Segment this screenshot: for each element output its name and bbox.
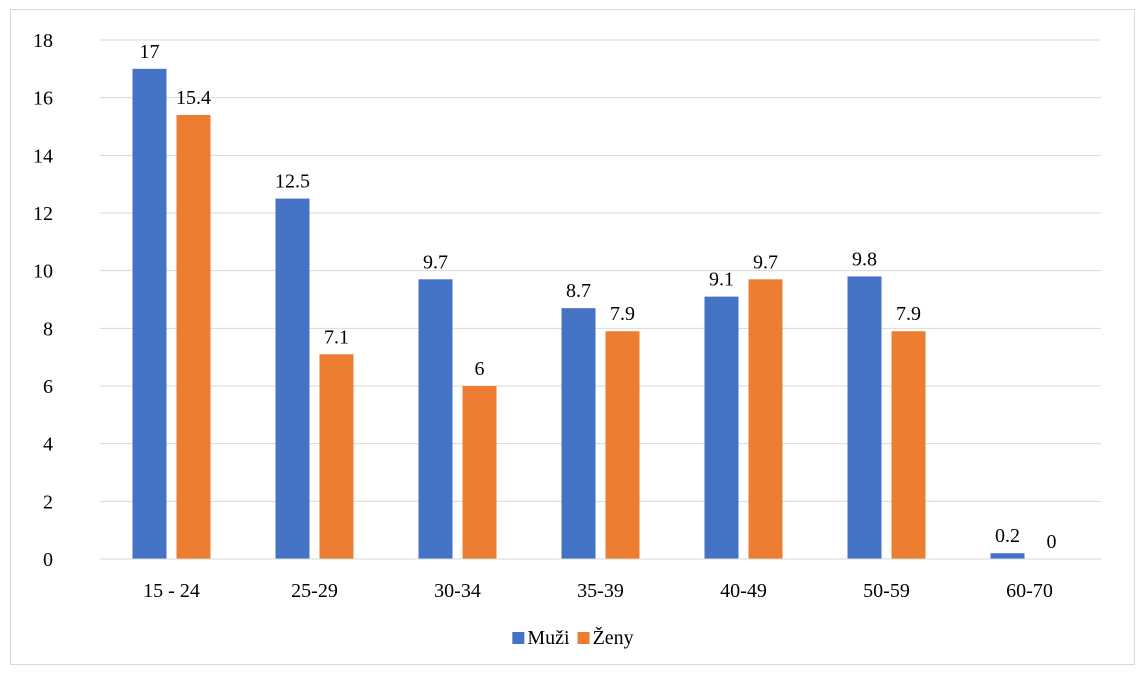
bar-zeny [605, 331, 640, 559]
data-labels: 17 15.4 12.5 7.1 9.7 6 8.7 7.9 9.1 9.7 9.8 7.9 0.2 0 [140, 41, 1057, 553]
bar-muzi [418, 279, 453, 559]
bar-muzi [847, 276, 882, 559]
legend-label: Muži [527, 627, 570, 649]
x-category-label: 15 - 24 [143, 580, 200, 602]
data-label: 9.7 [753, 251, 778, 273]
data-label: 8.7 [566, 280, 591, 302]
bar-zeny [748, 279, 783, 559]
data-label: 0.2 [995, 525, 1020, 547]
data-label: 17 [140, 41, 160, 63]
y-tick-label: 14 [33, 145, 53, 167]
data-label: 7.1 [324, 326, 349, 348]
bar-zeny [319, 354, 354, 559]
legend-swatch [512, 632, 525, 644]
y-tick-label: 2 [43, 491, 53, 513]
y-tick-label: 4 [43, 434, 53, 456]
x-category-label: 40-49 [720, 580, 767, 602]
legend-label: Ženy [593, 626, 634, 649]
x-category-label: 25-29 [291, 580, 338, 602]
bar-muzi [561, 308, 596, 559]
y-tick-label: 12 [33, 203, 53, 225]
bar-muzi [132, 68, 167, 559]
y-tick-label: 8 [43, 318, 53, 340]
x-category-label: 50-59 [863, 580, 910, 602]
data-label: 9.7 [423, 251, 448, 273]
data-label: 7.9 [896, 303, 921, 325]
bar-zeny [462, 386, 497, 559]
bar-muzi [704, 296, 739, 559]
bars [132, 68, 1025, 560]
y-tick-label: 6 [43, 376, 53, 398]
y-tick-label: 18 [33, 30, 53, 52]
x-axis: 15 - 24 25-29 30-34 35-39 40-49 50-59 60-70 [100, 558, 1101, 602]
data-label: 15.4 [176, 87, 211, 109]
bar-muzi [275, 198, 310, 560]
bar-muzi [990, 553, 1025, 559]
data-label: 6 [475, 358, 485, 380]
y-tick-label: 10 [33, 261, 53, 283]
y-tick-label: 16 [33, 88, 53, 110]
data-label: 7.9 [610, 303, 635, 325]
bar-zeny [891, 331, 926, 559]
bar-zeny [176, 114, 211, 559]
y-axis-ticks: 0 2 4 6 8 10 12 14 16 18 [33, 30, 53, 571]
grid-lines [100, 39, 1101, 502]
data-label: 9.8 [852, 248, 877, 270]
legend: Muži Ženy [512, 626, 634, 649]
x-category-label: 30-34 [434, 580, 481, 602]
legend-swatch [577, 632, 590, 644]
data-label: 0 [1047, 531, 1057, 553]
data-label: 9.1 [709, 269, 734, 291]
y-tick-label: 0 [43, 549, 53, 571]
data-label: 12.5 [275, 171, 310, 193]
x-category-label: 60-70 [1006, 580, 1053, 602]
x-category-label: 35-39 [577, 580, 624, 602]
